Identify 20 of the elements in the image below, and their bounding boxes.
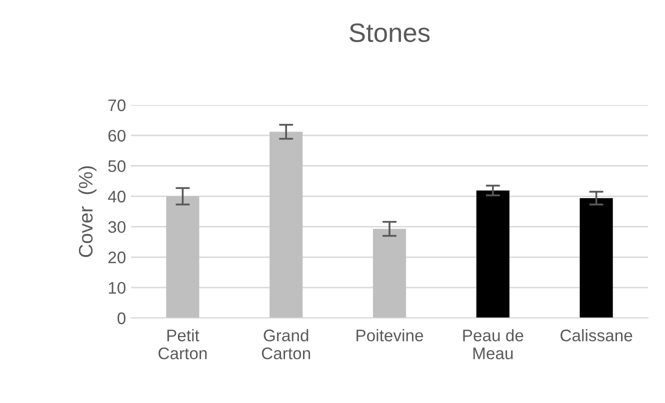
y-tick-label: 50 <box>108 160 126 172</box>
x-tick-label: Petit Carton <box>158 329 207 360</box>
y-tick-label: 30 <box>108 221 126 233</box>
x-tick-label: Poitevine <box>356 329 424 342</box>
y-tick-label: 0 <box>118 312 126 324</box>
x-tick-label: Grand Carton <box>262 329 310 360</box>
y-axis-title: Cover (%) <box>78 166 96 257</box>
y-tick-label: 40 <box>108 190 126 202</box>
x-tick-label: Calissane <box>560 329 632 342</box>
y-tick-label: 20 <box>108 252 126 264</box>
y-tick-label: 60 <box>108 130 126 142</box>
bar <box>166 196 200 318</box>
bar <box>372 228 406 318</box>
chart-title: Stones <box>350 23 430 42</box>
bar <box>476 190 510 318</box>
x-tick-label: Peau de Meau <box>463 329 524 360</box>
bar <box>270 132 303 318</box>
y-tick-label: 70 <box>108 99 126 112</box>
bar <box>580 198 613 318</box>
y-tick-label: 10 <box>108 282 126 294</box>
